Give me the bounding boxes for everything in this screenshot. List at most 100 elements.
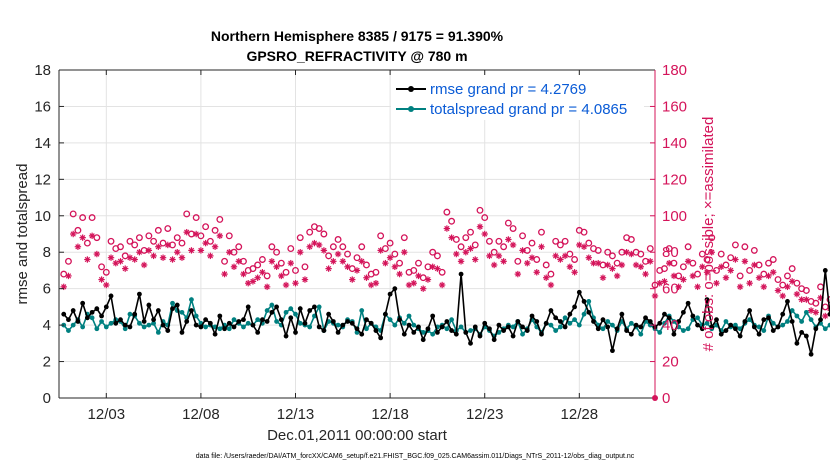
obs-possible-point [292, 266, 299, 274]
totalspread-point [70, 322, 76, 328]
obs-possible-point [746, 266, 754, 274]
obs-assimilated-stroke [808, 307, 814, 314]
totalspread-point [827, 322, 830, 328]
legend: rmse grand pr = 4.2769 totalspread grand… [391, 75, 644, 120]
obs-assimilated-stroke [122, 265, 128, 272]
y-right-tick-label: 40 [662, 317, 679, 334]
obs-assimilated-stroke [605, 262, 611, 268]
rmse-point [406, 322, 412, 328]
totalspread-point [562, 315, 568, 321]
y-axis-left-label: rmse and totalspread [14, 164, 31, 305]
obs-possible-point [277, 259, 285, 267]
rmse-point [80, 300, 86, 306]
obs-assimilated-point [784, 283, 791, 291]
totalspread-point [316, 304, 322, 310]
obs-assimilated-stroke [784, 284, 791, 290]
obs-assimilated-stroke [746, 280, 753, 286]
rmse-point [737, 333, 743, 339]
obs-assimilated-stroke [132, 256, 138, 263]
rmse-point [468, 340, 473, 346]
obs-assimilated-point [708, 249, 715, 256]
obs-possible-point [467, 228, 474, 236]
totalspread-point [122, 326, 128, 332]
rmse-point [723, 328, 729, 333]
rmse-point [127, 324, 133, 330]
obs-assimilated-point [320, 247, 328, 254]
obs-assimilated-stroke [344, 264, 351, 270]
totalspread-point [770, 320, 776, 326]
rmse-point [591, 319, 596, 324]
rmse-point [520, 324, 525, 330]
y-left-tick-label: 10 [34, 208, 51, 225]
rmse-point [118, 317, 123, 323]
obs-assimilated-point [226, 249, 233, 256]
obs-possible-point [765, 259, 772, 267]
obs-possible-point [514, 257, 522, 265]
y-left-tick-label: 4 [43, 317, 51, 334]
obs-assimilated-point [765, 272, 772, 280]
axes: 0246810121416180204060801001201401601801… [34, 62, 687, 423]
obs-assimilated-point [155, 243, 162, 250]
obs-possible-point [542, 261, 550, 269]
obs-possible-point [476, 206, 484, 214]
legend-rmse-marker [408, 86, 414, 92]
obs-assimilated-stroke [496, 253, 502, 259]
obs-assimilated-stroke [467, 245, 474, 252]
obs-possible-point [306, 228, 314, 236]
totalspread-point [567, 320, 573, 326]
totalspread-point [108, 320, 114, 326]
legend-spread-marker [408, 106, 414, 112]
rmse-point [297, 306, 303, 312]
totalspread-point [723, 319, 729, 324]
obs-assimilated-point [561, 252, 569, 260]
rmse-point [496, 322, 502, 328]
obs-assimilated-point [543, 274, 550, 281]
obs-possible-point [65, 257, 72, 265]
obs-possible-point [339, 243, 347, 251]
y-right-tick-label: 60 [662, 281, 679, 298]
totalspread-point [151, 320, 157, 326]
obs-assimilated-point [628, 250, 635, 258]
obs-assimilated-stroke [368, 282, 374, 288]
obs-assimilated-stroke [482, 231, 488, 237]
obs-possible-point [135, 234, 143, 242]
obs-assimilated-stroke [340, 258, 346, 264]
obs-assimilated-stroke [500, 258, 507, 264]
totalspread-point [293, 311, 298, 317]
obs-assimilated-stroke [619, 262, 625, 268]
obs-possible-point [547, 270, 555, 278]
y-right-tick-label: 180 [662, 62, 687, 79]
rmse-point [595, 326, 601, 332]
obs-assimilated-point [240, 270, 247, 278]
rmse-point [61, 311, 67, 317]
obs-possible-point [817, 283, 825, 291]
rmse-point [108, 293, 114, 299]
obs-assimilated-stroke [245, 280, 251, 286]
rmse-point [250, 322, 256, 328]
rmse-point [151, 317, 157, 323]
obs-assimilated-point [718, 263, 725, 270]
obs-assimilated-point [590, 259, 597, 267]
obs-possible-point [221, 257, 229, 265]
obs-assimilated-stroke [363, 275, 370, 281]
obs-assimilated-point [736, 283, 744, 291]
obs-assimilated-stroke [354, 267, 360, 274]
rmse-point [241, 317, 246, 323]
obs-assimilated-point [98, 276, 105, 283]
obs-assimilated-point [670, 272, 678, 280]
obs-assimilated-stroke [638, 264, 644, 270]
obs-assimilated-stroke [255, 275, 261, 281]
obs-possible-point [679, 263, 687, 271]
rmse-point [165, 328, 171, 333]
rmse-point [226, 320, 232, 326]
obs-assimilated-stroke [75, 244, 81, 250]
obs-assimilated-point [793, 290, 801, 298]
totalspread-point [335, 322, 341, 328]
totalspread-point [170, 300, 175, 306]
totalspread-point [638, 331, 644, 337]
obs-possible-point [580, 228, 588, 236]
obs-assimilated-point [580, 243, 588, 250]
rmse-point [586, 309, 592, 315]
obs-assimilated-point [599, 274, 607, 281]
rmse-point [699, 326, 705, 332]
